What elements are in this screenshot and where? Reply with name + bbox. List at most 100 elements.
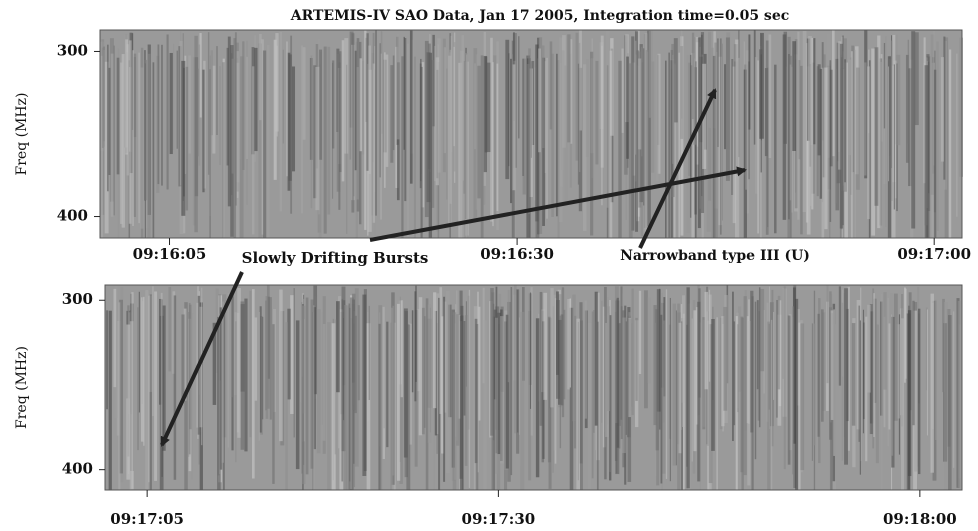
spectrum-streak bbox=[160, 292, 163, 438]
spectrum-streak bbox=[887, 297, 889, 447]
spectrum-streak bbox=[577, 63, 580, 185]
spectrum-streak bbox=[722, 43, 724, 221]
spectrum-streak bbox=[368, 305, 371, 400]
spectrum-streak bbox=[339, 51, 342, 173]
spectrum-streak bbox=[590, 51, 594, 236]
spectrum-streak bbox=[493, 55, 497, 218]
spectrum-streak bbox=[392, 55, 395, 151]
spectrum-streak bbox=[747, 320, 751, 486]
spectrum-streak bbox=[530, 61, 532, 158]
spectrum-streak bbox=[152, 62, 155, 238]
spectrum-streak bbox=[110, 53, 114, 217]
spectrum-streak bbox=[797, 31, 800, 220]
spectrum-streak bbox=[948, 315, 952, 490]
spectrum-streak bbox=[686, 287, 690, 489]
spectrum-streak bbox=[731, 59, 734, 195]
spectrum-streak bbox=[881, 293, 883, 490]
spectrum-streak bbox=[198, 44, 201, 166]
spectrum-streak bbox=[595, 60, 599, 165]
spectrum-streak bbox=[759, 49, 763, 139]
spectrum-streak bbox=[754, 301, 757, 460]
spectrum-streak bbox=[655, 309, 659, 451]
spectrum-streak bbox=[368, 45, 372, 174]
spectrum-streak bbox=[181, 60, 186, 216]
spectrum-streak bbox=[943, 36, 946, 180]
spectrum-streak bbox=[511, 54, 513, 190]
spectrum-streak bbox=[904, 288, 907, 379]
spectrum-streak bbox=[341, 298, 344, 482]
spectrum-streak bbox=[957, 300, 962, 488]
spectrum-streak bbox=[448, 55, 452, 224]
spectrum-streak bbox=[262, 50, 267, 238]
spectrum-streak bbox=[854, 49, 857, 239]
spectrum-streak bbox=[173, 295, 177, 480]
spectrum-streak bbox=[691, 318, 693, 462]
spectrum-streak bbox=[490, 288, 494, 436]
spectrum-streak bbox=[118, 302, 121, 490]
spectrum-streak bbox=[911, 31, 916, 229]
spectrum-streak bbox=[460, 315, 464, 490]
spectrum-streak bbox=[352, 293, 356, 411]
spectrum-streak bbox=[787, 36, 791, 239]
spectrum-streak bbox=[924, 65, 929, 238]
spectrum-streak bbox=[251, 66, 255, 235]
spectrum-streak bbox=[559, 315, 562, 449]
spectrum-streak bbox=[433, 292, 437, 409]
spectrum-streak bbox=[773, 311, 775, 400]
spectrum-streak bbox=[436, 293, 440, 435]
spectrum-streak bbox=[630, 323, 633, 407]
spectrum-streak bbox=[407, 43, 409, 238]
spectrum-streak bbox=[396, 33, 400, 140]
spectrum-streak bbox=[617, 323, 621, 449]
y-tick-label: 400 bbox=[57, 207, 88, 225]
spectrum-streak bbox=[528, 310, 532, 481]
spectrum-streak bbox=[425, 298, 429, 490]
spectrum-streak bbox=[404, 38, 407, 202]
spectrum-streak bbox=[673, 38, 678, 123]
spectrum-streak bbox=[346, 64, 348, 234]
spectrum-streak bbox=[732, 291, 734, 442]
spectrum-streak bbox=[567, 34, 571, 143]
spectrum-streak bbox=[579, 320, 583, 490]
spectrum-frame bbox=[99, 29, 963, 239]
spectrum-streak bbox=[113, 45, 115, 216]
spectrum-streak bbox=[834, 69, 837, 204]
spectrum-streak bbox=[438, 297, 441, 490]
spectrum-streak bbox=[354, 50, 357, 171]
spectrum-streak bbox=[406, 324, 411, 490]
spectrum-streak bbox=[783, 31, 788, 144]
spectrum-streak bbox=[383, 306, 386, 429]
spectrum-streak bbox=[302, 47, 306, 140]
spectrum-streak bbox=[843, 292, 847, 438]
spectrum-streak bbox=[796, 309, 800, 406]
spectrum-streak bbox=[192, 57, 196, 226]
spectrum-streak bbox=[569, 298, 571, 388]
spectrum-streak bbox=[231, 53, 233, 196]
spectrum-streak bbox=[157, 44, 160, 185]
spectrum-streak bbox=[384, 52, 386, 188]
spectrum-streak bbox=[221, 62, 225, 239]
spectrum-streak bbox=[792, 306, 794, 475]
spectrum-streak bbox=[319, 49, 323, 160]
spectrum-streak bbox=[888, 66, 890, 182]
spectrum-streak bbox=[197, 68, 199, 157]
arrow bbox=[638, 88, 717, 249]
spectrum-streak bbox=[189, 304, 192, 430]
spectrum-streak bbox=[829, 69, 833, 167]
spectrum-streak bbox=[310, 55, 313, 209]
spectrum-streak bbox=[832, 30, 835, 157]
spectrum-streak bbox=[292, 66, 296, 172]
spectrum-streak bbox=[396, 303, 401, 481]
spectrum-streak bbox=[587, 322, 592, 490]
spectrum-streak bbox=[890, 40, 893, 201]
spectrum-streak bbox=[873, 293, 875, 438]
spectrum-streak bbox=[740, 316, 744, 473]
spectrum-streak bbox=[202, 69, 205, 193]
x-tick-label: 09:16:05 bbox=[133, 245, 207, 263]
spectrum-streak bbox=[100, 55, 104, 238]
chart-title: ARTEMIS-IV SAO Data, Jan 17 2005, Integr… bbox=[290, 8, 790, 24]
spectrum-streak bbox=[216, 46, 218, 135]
spectrum-streak bbox=[160, 44, 163, 186]
spectrum-streak bbox=[254, 317, 258, 401]
